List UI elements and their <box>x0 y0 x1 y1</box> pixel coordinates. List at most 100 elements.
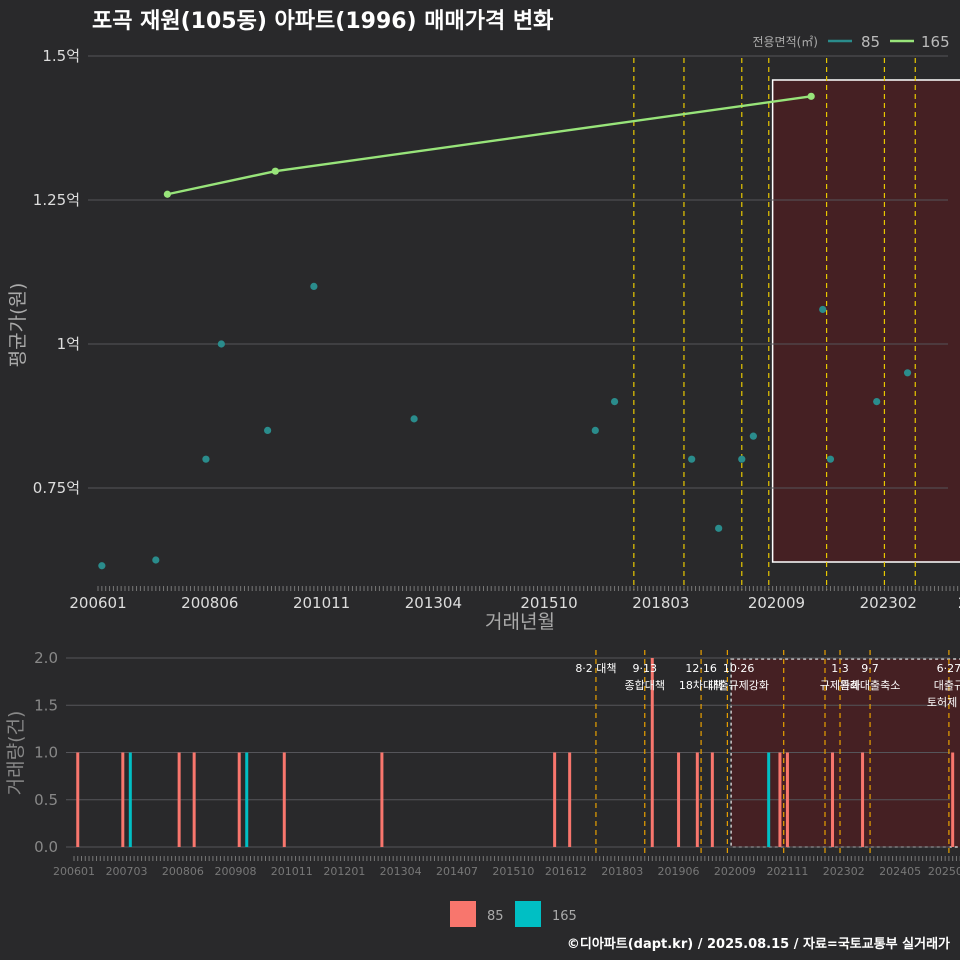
x-tick-label: 202009 <box>748 594 805 612</box>
volume-bar-165 <box>128 752 132 847</box>
data-point-85 <box>202 455 210 463</box>
policy-label: 9·13 <box>633 662 658 675</box>
x-tick-label: 202405 <box>879 865 921 878</box>
policy-label: 종합대책 <box>625 679 665 692</box>
series-line-165 <box>167 95 812 196</box>
x-tick-label: 201201 <box>323 865 365 878</box>
highlight-region <box>771 79 960 563</box>
volume-bar-85 <box>380 752 384 847</box>
data-point-85 <box>98 562 106 570</box>
policy-label: 토허제 해 <box>927 695 960 709</box>
data-point-85 <box>264 426 272 434</box>
x-tick-label: 200908 <box>214 865 256 878</box>
x-tick-label: 201803 <box>632 594 689 612</box>
x-tick-label: 201510 <box>492 865 534 878</box>
data-point-85 <box>688 455 696 463</box>
x-tick-label: 201304 <box>380 865 422 878</box>
volume-bar-85 <box>861 752 865 847</box>
x-tick-label: 201906 <box>658 865 700 878</box>
policy-label: 18차대책 <box>679 679 723 692</box>
y-tick-label: 0.0 <box>34 838 58 856</box>
policy-label: 10·26 <box>723 662 755 675</box>
data-point-85 <box>152 556 160 564</box>
legend-swatch-85 <box>450 901 476 927</box>
volume-bar-165 <box>245 752 249 847</box>
data-point-85 <box>410 415 418 423</box>
volume-bar-85 <box>237 752 241 847</box>
legend-title: 전용면적(㎡) <box>752 35 818 49</box>
y-tick-label: 0.75억 <box>33 479 80 497</box>
legend-label-85: 85 <box>861 33 880 51</box>
x-axis-label: 거래년월 <box>485 611 555 633</box>
policy-label: 대출규제강화 <box>708 679 769 692</box>
data-point-85 <box>591 426 599 434</box>
policy-label: 규제완화 <box>820 679 860 692</box>
data-point-85 <box>610 398 619 406</box>
policy-label: 8·2 대책 <box>575 662 616 675</box>
data-point-165 <box>163 190 171 198</box>
volume-bar-85 <box>121 752 125 847</box>
x-tick-label: 201510 <box>520 594 577 612</box>
data-point-85 <box>217 340 225 348</box>
policy-label: 9·7 <box>861 662 879 675</box>
legend-label-165: 165 <box>921 33 950 51</box>
volume-bar-165 <box>767 752 771 847</box>
x-tick-label: 200806 <box>181 594 238 612</box>
legend-label-165: 165 <box>552 909 577 924</box>
y-tick-label: 1억 <box>57 335 80 353</box>
x-tick-label: 202506 <box>928 865 960 878</box>
x-tick-label: 202111 <box>766 865 808 878</box>
volume-bar-85 <box>831 752 835 847</box>
volume-bar-85 <box>568 752 572 847</box>
volume-panel: 0.00.51.01.52.08·2 대책 9·13종합대책12·1618차대책1… <box>5 649 960 927</box>
volume-bar-85 <box>282 752 286 847</box>
volume-bar-85 <box>710 752 714 847</box>
x-tick-label: 2025 <box>958 594 960 612</box>
y-axis-label: 거래량(건) <box>5 711 27 796</box>
x-tick-label: 201803 <box>601 865 643 878</box>
data-point-165 <box>271 167 279 175</box>
footer-credit: ©디아파트(dapt.kr) / 2025.08.15 / 자료=국토교통부 실… <box>567 936 950 952</box>
x-tick-label: 201304 <box>405 594 462 612</box>
x-tick-label: 201612 <box>545 865 587 878</box>
data-point-85 <box>310 282 318 290</box>
x-tick-label: 201407 <box>436 865 478 878</box>
volume-bar-85 <box>677 752 681 847</box>
x-tick-label: 202302 <box>860 594 917 612</box>
x-tick-label: 201011 <box>293 594 350 612</box>
volume-bar-85 <box>553 752 557 847</box>
volume-bar-85 <box>650 658 654 847</box>
data-point-165 <box>807 92 815 100</box>
policy-label: 12·16 <box>685 662 717 675</box>
y-tick-label: 1.5억 <box>42 47 80 65</box>
volume-bar-85 <box>785 752 789 847</box>
y-tick-label: 1.25억 <box>33 191 80 209</box>
volume-bar-85 <box>192 752 196 847</box>
y-tick-label: 0.5 <box>34 791 58 809</box>
policy-label: 대출규 <box>934 679 960 692</box>
x-tick-label: 200806 <box>162 865 204 878</box>
data-point-85 <box>873 398 881 406</box>
y-axis-label: 평균가(원) <box>7 283 29 368</box>
legend-label-85: 85 <box>487 909 504 924</box>
policy-label: 6·27 <box>937 662 960 675</box>
y-tick-label: 1.5 <box>34 696 58 714</box>
legend-swatch-165 <box>515 901 541 927</box>
x-tick-label: 202009 <box>714 865 756 878</box>
y-tick-label: 2.0 <box>34 649 58 667</box>
data-point-85 <box>749 432 757 440</box>
price-panel: 0.75억 1억 1.25억 1.5억 200601 200806 201011 201304… <box>7 33 960 633</box>
volume-bar-85 <box>951 752 955 847</box>
x-tick-label: 202302 <box>823 865 865 878</box>
volume-bar-85 <box>177 752 181 847</box>
x-tick-label: 200601 <box>69 594 126 612</box>
chart-title: 포곡 재원(105동) 아파트(1996) 매매가격 변화 <box>92 9 553 34</box>
x-tick-label: 200703 <box>106 865 148 878</box>
x-tick-label: 201011 <box>271 865 313 878</box>
data-point-85 <box>903 369 912 377</box>
data-point-85 <box>738 455 746 463</box>
x-tick-label: 200601 <box>53 865 95 878</box>
y-tick-label: 1.0 <box>34 744 58 762</box>
data-point-85 <box>826 455 835 463</box>
